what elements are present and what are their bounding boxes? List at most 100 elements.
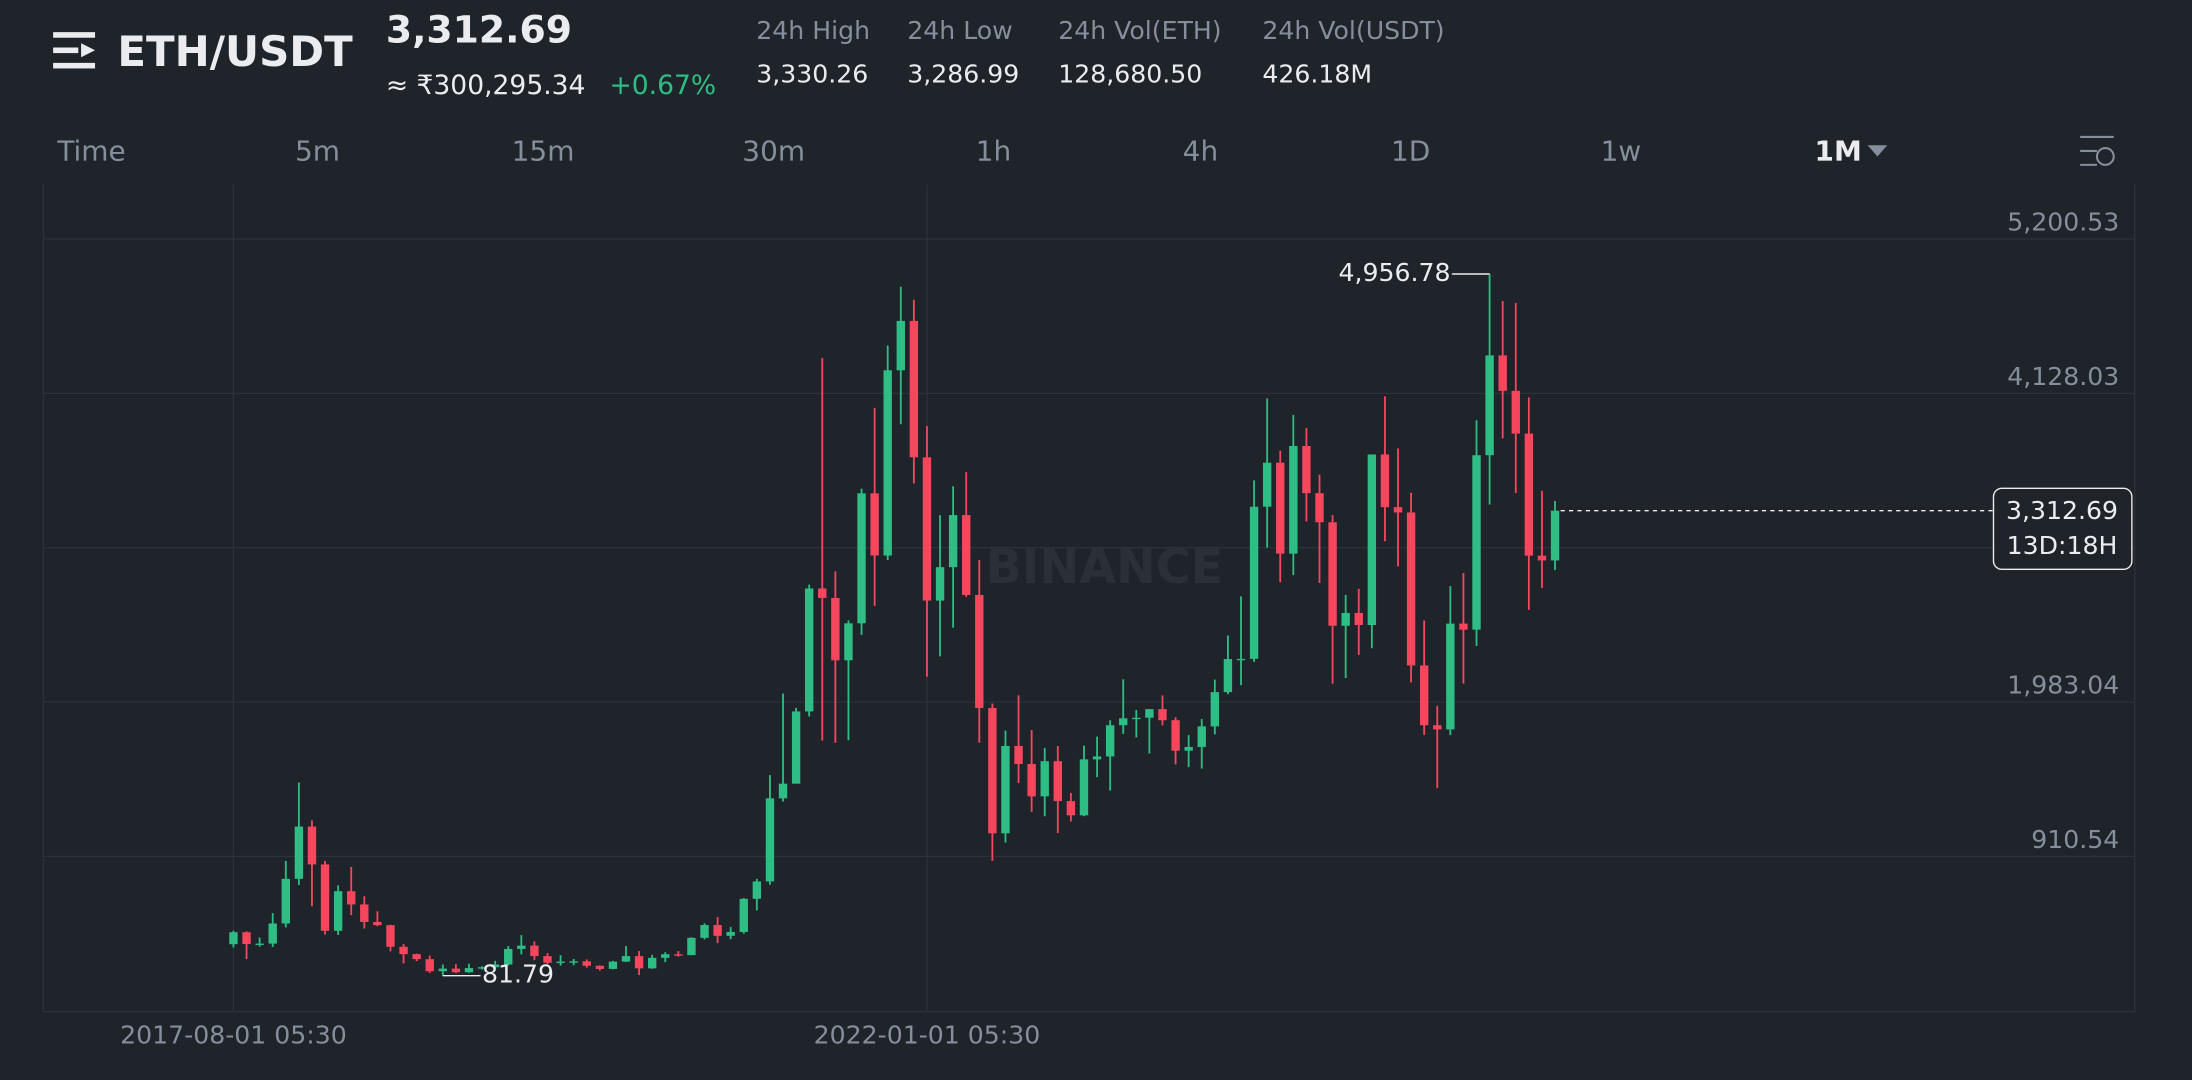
candle-body — [647, 957, 657, 969]
candle-body — [412, 954, 421, 960]
candle-body — [674, 954, 683, 956]
candle-body — [1262, 462, 1272, 507]
candle-body — [634, 956, 644, 969]
timeframe-tab[interactable]: 1D — [1391, 134, 1430, 167]
candle-body — [438, 968, 448, 972]
settings-icon[interactable] — [2080, 135, 2115, 166]
candle-body — [687, 937, 696, 956]
candle-body — [1393, 507, 1403, 513]
candle-body — [1315, 493, 1324, 523]
x-tick-label: 2022-01-01 05:30 — [814, 1021, 1041, 1050]
candle-body — [831, 597, 840, 661]
timeframe-tab[interactable]: 4h — [1183, 134, 1218, 167]
candle-body — [1537, 555, 1547, 561]
candle-body — [844, 623, 853, 661]
candle-body — [333, 891, 343, 931]
pair[interactable]: ETH/USDT — [117, 27, 353, 76]
candle-body — [1066, 801, 1076, 816]
candle-body — [1524, 433, 1534, 556]
candle-body — [1210, 692, 1220, 727]
candle-body — [373, 922, 382, 926]
candle-body — [661, 954, 670, 958]
fiat-price: ≈ ₹300,295.34 — [386, 70, 586, 101]
candle-body — [1341, 612, 1350, 626]
candle-body — [1171, 720, 1180, 751]
candle-body — [1354, 612, 1363, 626]
candle-body — [1406, 512, 1416, 666]
candle-body — [1472, 455, 1481, 630]
stat-value: 3,330.26 — [756, 59, 868, 88]
stat-label: 24h Vol(ETH) — [1058, 16, 1221, 45]
candle-body — [530, 945, 539, 957]
y-tick-label: 910.54 — [2031, 825, 2119, 854]
y-tick-label: 1,983.04 — [2007, 671, 2119, 700]
timeframe-tab[interactable]: 15m — [512, 134, 575, 167]
timeframe-tab[interactable]: 30m — [742, 134, 805, 167]
candle-body — [281, 878, 290, 924]
last-price-label: 3,312.69 — [2006, 496, 2118, 525]
candle-body — [621, 956, 631, 962]
candle-body — [307, 826, 317, 865]
candle-body — [1119, 718, 1128, 726]
candle-body — [1079, 759, 1089, 816]
candle-body — [451, 968, 461, 973]
low-label: 81.79 — [482, 960, 554, 989]
candle-body — [896, 320, 905, 371]
candle-body — [700, 925, 709, 938]
price: 3,312.69 — [386, 8, 572, 52]
candle-body — [1328, 522, 1337, 626]
candle-body — [582, 961, 591, 966]
candle-body — [975, 594, 984, 708]
candle-body — [1302, 445, 1311, 494]
candle-body — [595, 965, 605, 969]
candle-body — [752, 881, 762, 899]
timeframe-tab[interactable]: 1M — [1815, 134, 1862, 167]
timeframe-tab[interactable]: 1w — [1601, 134, 1642, 167]
menu-icon[interactable] — [53, 32, 96, 69]
candle-body — [883, 370, 892, 556]
candle-body — [818, 588, 827, 598]
candle-body — [569, 961, 578, 963]
y-tick-label: 4,128.03 — [2007, 362, 2119, 391]
candle-body — [1236, 658, 1246, 661]
candle-body — [360, 904, 369, 923]
candle-body — [399, 946, 408, 955]
dropdown-arrow[interactable] — [1867, 145, 1888, 157]
candle-body — [1380, 454, 1390, 508]
candle-body — [1276, 462, 1285, 554]
candle-body — [1184, 746, 1193, 751]
candle-body — [909, 320, 919, 458]
candle-body — [490, 964, 500, 968]
timeframe-tab[interactable]: 1h — [976, 134, 1011, 167]
y-tick-label: 5,200.53 — [2007, 208, 2119, 237]
candle-body — [713, 925, 722, 936]
candle-body — [1223, 659, 1233, 693]
stat-value: 3,286.99 — [907, 59, 1019, 88]
candle-body — [857, 493, 866, 624]
stat-value: 128,680.50 — [1058, 59, 1202, 88]
candle-body — [1498, 355, 1507, 391]
candle-body — [1446, 623, 1455, 730]
candle-body — [320, 864, 330, 931]
candle-body — [1511, 390, 1520, 434]
stat-value: 426.18M — [1262, 59, 1372, 88]
candle-body — [1040, 761, 1049, 797]
candle-body — [464, 968, 474, 973]
candle-body — [1053, 761, 1063, 802]
candle-body — [268, 923, 277, 944]
candle-body — [1289, 445, 1298, 554]
chart-frame — [42, 184, 2136, 1013]
candle-body — [1367, 454, 1377, 626]
candle-body — [608, 961, 618, 969]
candle-body — [1485, 355, 1494, 456]
candle-body — [1001, 745, 1010, 834]
timeframe-tab[interactable]: Time — [56, 134, 125, 167]
timeframe-tab[interactable]: 5m — [295, 134, 340, 167]
candle-body — [1105, 725, 1115, 757]
candle-body — [556, 961, 565, 963]
candle-body — [765, 798, 775, 882]
watermark: BINANCE — [986, 540, 1224, 595]
candle-body — [726, 931, 735, 936]
